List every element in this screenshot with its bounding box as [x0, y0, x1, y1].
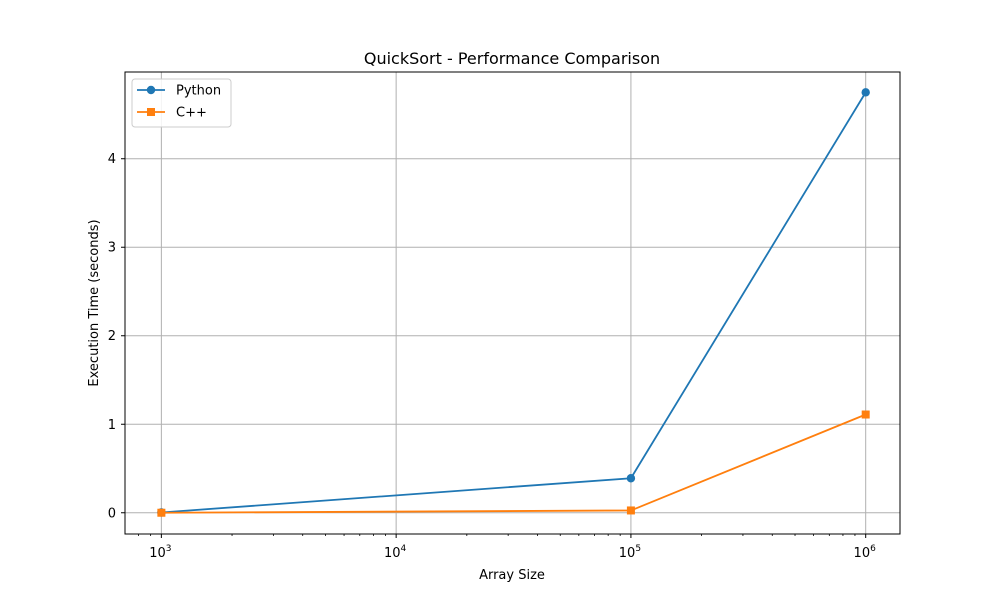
- series-line-c: [161, 413, 867, 514]
- data-point-c: [626, 506, 635, 515]
- legend-label-python: Python: [176, 84, 221, 99]
- grid: [125, 72, 900, 534]
- series-lines: [157, 88, 870, 517]
- y-tick-label: 4: [108, 152, 116, 167]
- data-point-python: [861, 88, 870, 97]
- x-axis-label: Array Size: [479, 568, 545, 583]
- x-tick-label: 104: [384, 544, 407, 561]
- plot-area-frame: [124, 71, 901, 535]
- chart-title: QuickSort - Performance Comparison: [364, 49, 660, 68]
- legend: Python C++: [131, 78, 232, 128]
- axis-ticks: 103 104 105 106 0 1 2 3 4: [108, 152, 876, 561]
- legend-box: [131, 78, 232, 128]
- data-point-python: [626, 474, 636, 483]
- y-tick-label: 2: [108, 329, 116, 344]
- legend-marker-c: [147, 108, 155, 116]
- y-tick-label: 0: [108, 506, 116, 521]
- legend-label-c: C++: [176, 106, 207, 121]
- data-point-c: [157, 508, 166, 517]
- data-point-c: [861, 410, 870, 419]
- x-tick-label: 106: [854, 544, 877, 561]
- series-line-python: [161, 91, 867, 514]
- x-tick-label: 103: [149, 544, 171, 561]
- x-tick-label: 105: [619, 544, 641, 561]
- y-tick-label: 3: [108, 241, 116, 256]
- legend-marker-python: [146, 85, 156, 95]
- y-tick-label: 1: [108, 418, 116, 433]
- y-axis-label: Execution Time (seconds): [87, 219, 102, 386]
